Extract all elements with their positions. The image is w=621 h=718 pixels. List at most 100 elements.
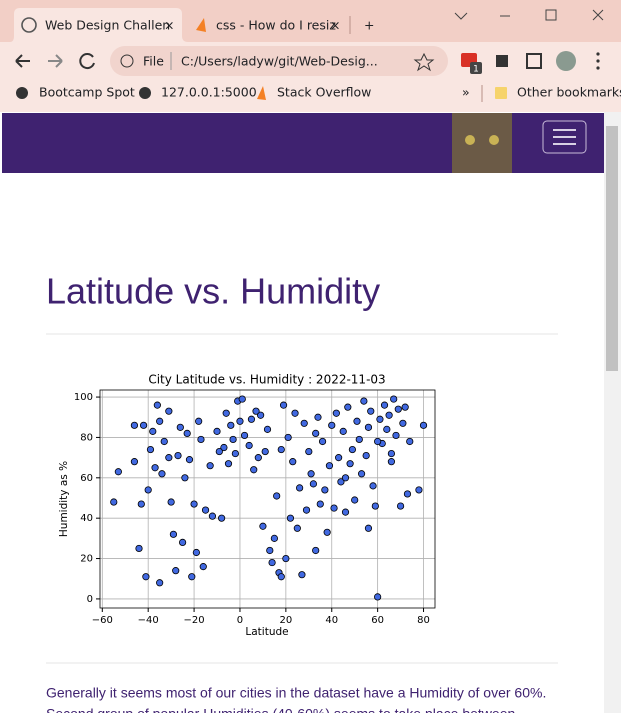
scatter-point xyxy=(156,579,164,587)
hamburger-icon xyxy=(553,129,576,145)
scatter-point xyxy=(206,462,214,470)
scatter-point xyxy=(160,437,168,446)
bookmark[interactable]: 127.0.0.1:5000 xyxy=(161,85,257,100)
scatter-point xyxy=(277,573,285,581)
back-button[interactable] xyxy=(15,54,30,68)
y-tick-label: 100 xyxy=(74,392,93,403)
tab-search[interactable] xyxy=(454,12,468,20)
scatter-point xyxy=(270,534,278,542)
scatter-point xyxy=(135,544,143,553)
bookmark[interactable]: Bootcamp Spot xyxy=(39,85,135,100)
scatter-point xyxy=(201,506,210,514)
scatter-point xyxy=(392,431,400,440)
scatter-point xyxy=(312,429,320,437)
scatter-point xyxy=(337,478,345,486)
scatter-point xyxy=(307,470,315,478)
scatter-point xyxy=(419,421,428,429)
y-tick-label: 80 xyxy=(80,432,93,443)
y-axis-label: Humidity as % xyxy=(58,461,70,537)
scatter-point xyxy=(376,415,384,423)
chart: City Latitude vs. Humidity : 2022-11-03 … xyxy=(58,373,436,638)
scatter-point xyxy=(156,417,164,425)
x-tick-label: 0 xyxy=(237,615,243,626)
bookmark[interactable]: Stack Overflow xyxy=(277,85,371,100)
scatter-point xyxy=(351,496,359,504)
scatter-point xyxy=(273,492,281,500)
scatter-point xyxy=(339,427,347,435)
maximize[interactable] xyxy=(545,9,557,21)
tab-close[interactable]: × xyxy=(164,18,174,33)
scatter-point xyxy=(279,401,288,409)
tab-title[interactable]: Web Design Challen xyxy=(45,18,170,33)
scatter-point xyxy=(394,405,402,413)
scatter-point xyxy=(142,573,150,581)
scatter-point xyxy=(374,437,382,446)
new-tab[interactable]: + xyxy=(364,18,374,33)
scatter-point xyxy=(298,571,306,579)
y-tick-label: 40 xyxy=(80,513,93,524)
scatter-point xyxy=(355,435,363,444)
scatter-point xyxy=(254,454,262,462)
reload-button[interactable] xyxy=(79,53,95,70)
navbar-toggler[interactable] xyxy=(542,120,587,154)
scatter-point xyxy=(364,524,373,532)
tab-title[interactable]: css - How do I resiz xyxy=(216,18,336,33)
scatter-point xyxy=(215,447,223,456)
scatter-point xyxy=(415,486,423,494)
scatter-point xyxy=(374,593,382,601)
y-tick-label: 20 xyxy=(80,554,93,565)
scatter-point xyxy=(176,423,184,431)
active-tab[interactable] xyxy=(10,8,188,42)
scatter-point xyxy=(185,456,194,464)
more-bookmarks[interactable]: » xyxy=(462,85,470,100)
scatter-point xyxy=(330,504,338,512)
scatter-point xyxy=(169,530,178,538)
scatter-point xyxy=(261,447,269,456)
scatter-point xyxy=(387,458,396,466)
scatter-point xyxy=(318,437,327,446)
scatter-point xyxy=(130,458,139,466)
scatter-point xyxy=(312,546,320,555)
x-tick-label: −60 xyxy=(92,615,113,626)
menu-dot[interactable] xyxy=(596,52,600,56)
scatter-point xyxy=(192,548,200,557)
folder-icon xyxy=(495,87,507,99)
scatter-point xyxy=(364,423,373,431)
forward-button[interactable] xyxy=(48,54,63,68)
side-panel-button[interactable] xyxy=(526,53,542,69)
extensions-button[interactable] xyxy=(496,55,508,67)
scatter-point xyxy=(401,403,409,411)
scatter-point xyxy=(257,411,265,419)
x-tick-label: 20 xyxy=(279,615,292,626)
menu-dot xyxy=(596,59,600,63)
scatter-point xyxy=(110,498,118,506)
scatter-point xyxy=(197,435,205,444)
scatter-point xyxy=(199,563,207,571)
profile-avatar[interactable] xyxy=(556,51,576,71)
scatter-point xyxy=(314,413,322,421)
bookmark-star[interactable] xyxy=(413,52,435,72)
address-text[interactable]: C:/Users/ladyw/git/Web-Desig... xyxy=(181,54,378,69)
tab-close[interactable]: × xyxy=(330,18,340,33)
scrollbar-thumb[interactable] xyxy=(606,126,618,371)
scatter-point xyxy=(231,449,239,458)
scatter-point xyxy=(396,502,405,510)
x-tick-label: −20 xyxy=(184,615,205,626)
scatter-point xyxy=(240,431,249,440)
close-window[interactable] xyxy=(592,9,604,21)
scatter-point xyxy=(360,397,368,405)
scatter-point xyxy=(380,401,389,409)
scatter-point xyxy=(139,421,148,429)
scatter-point xyxy=(195,417,203,425)
scatter-point xyxy=(390,395,398,403)
scatter-point xyxy=(346,460,354,468)
address-bar[interactable] xyxy=(110,46,448,76)
cat-eye xyxy=(489,135,499,145)
navbar xyxy=(2,113,604,173)
scatter-point xyxy=(282,554,290,563)
bookmark-folder[interactable]: Other bookmarks xyxy=(517,85,621,100)
scatter-point xyxy=(321,486,329,494)
bookmark-icon xyxy=(139,87,151,99)
scatter-point xyxy=(250,466,258,474)
